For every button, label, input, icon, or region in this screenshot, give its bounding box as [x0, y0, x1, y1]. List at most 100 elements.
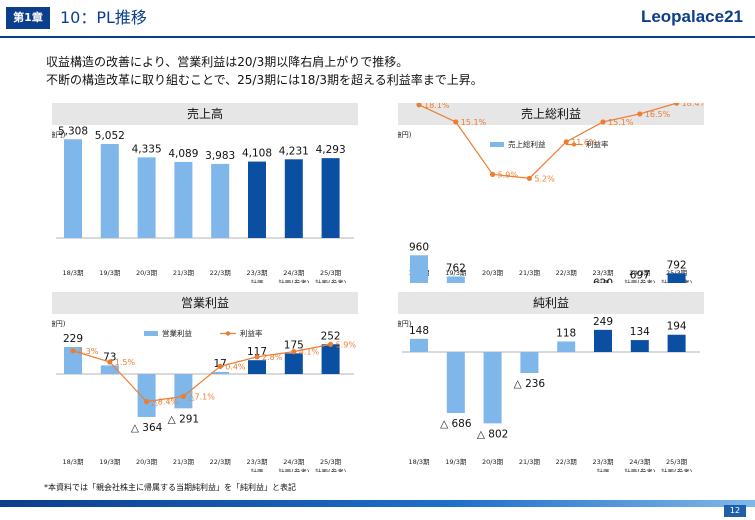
rate-point: [563, 139, 569, 145]
rate-label: 1.5%: [115, 358, 136, 367]
bar-value-label: 249: [593, 316, 613, 328]
rate-point: [526, 175, 532, 181]
legend-bar-swatch: [144, 331, 158, 336]
bar: [100, 144, 119, 238]
bar-value-label: 792: [667, 259, 687, 271]
bar: [594, 329, 612, 352]
tick-label: 計画: [251, 467, 264, 472]
bar-value-label: 5,052: [95, 130, 125, 142]
tick-label: 計画: [597, 278, 610, 283]
bar-value-label: △ 236: [514, 378, 546, 390]
header-divider: [0, 36, 755, 38]
bar-value-label: 134: [630, 326, 650, 338]
footer-bar: [0, 500, 755, 507]
bar: [174, 161, 193, 238]
header: 第1章 10：PL推移 Leopalace21: [0, 0, 755, 40]
rate-label: 18.4%: [682, 103, 704, 108]
rate-label: 0.4%: [225, 362, 246, 371]
bar-value-label: 960: [409, 241, 429, 253]
rate-point: [180, 393, 186, 399]
bar-value-label: △ 364: [131, 422, 163, 434]
operating-profit-chart-panel: 営業利益 (億円) 18/3期 19/3期 20/3期 21/3期 22/3期 23/3期計…: [52, 292, 358, 472]
rate-point: [70, 348, 76, 354]
bar: [174, 374, 193, 409]
bar-value-label: 229: [63, 333, 83, 345]
bar: [446, 276, 465, 283]
rate-label: 5.2%: [534, 174, 555, 183]
rate-label: △8.4%: [152, 398, 179, 407]
rate-point: [254, 354, 260, 360]
legend-label: 売上総利益: [508, 139, 546, 149]
unit-label: (億円): [52, 130, 66, 139]
tick-label: 18/3期: [408, 458, 430, 466]
bar-value-label: 5,308: [58, 125, 88, 137]
bar: [667, 334, 686, 352]
bar-value-label: 4,293: [316, 144, 346, 156]
unit-label: (億円): [398, 319, 412, 328]
tick-label: 計画(参考): [661, 467, 692, 472]
bar-value-label: 4,231: [279, 145, 309, 157]
tick-label: 19/3期: [99, 458, 121, 466]
bar-value-label: 4,089: [168, 148, 198, 160]
tick-label: 22/3期: [210, 269, 232, 277]
tick-label: 23/3期: [592, 458, 614, 466]
rate-line: [72, 343, 331, 403]
tick-label: 24/3期: [629, 458, 651, 466]
legend-line-marker: [571, 142, 577, 147]
tick-label: 計画(参考): [278, 278, 309, 283]
chapter-badge: 第1章: [6, 7, 50, 29]
tick-label: 23/3期: [246, 269, 268, 277]
rate-point: [416, 103, 422, 108]
bar-value-label: 4,335: [132, 143, 162, 155]
tick-label: 21/3期: [519, 269, 541, 277]
rate-point: [637, 111, 643, 117]
page-number: 12: [724, 505, 746, 517]
unit-label: (億円): [398, 130, 412, 139]
tick-label: 25/3期: [320, 458, 342, 466]
tick-label: 計画(参考): [315, 278, 346, 283]
chart-title: 売上総利益: [398, 103, 704, 125]
bar: [64, 139, 82, 238]
chart-title: 売上高: [52, 103, 358, 125]
tick-label: 21/3期: [173, 269, 195, 277]
bar: [483, 352, 502, 424]
tick-label: 21/3期: [519, 458, 541, 466]
tick-label: 24/3期: [283, 458, 305, 466]
gross-profit-chart: (億円)18/3期19/3期20/3期21/3期22/3期23/3期計画24/3…: [398, 103, 704, 283]
tick-label: 18/3期: [62, 269, 84, 277]
tick-label: 22/3期: [210, 458, 232, 466]
tick-label: 計画(参考): [315, 467, 346, 472]
tick-label: 25/3期: [666, 269, 688, 277]
page-title: 10：PL推移: [60, 8, 147, 27]
bar: [284, 353, 303, 374]
tick-label: 22/3期: [556, 269, 578, 277]
rate-point: [107, 359, 113, 365]
description: 収益構造の改善により、営業利益は20/3期以降右肩上がりで推移。 不断の構造改革…: [46, 53, 483, 89]
chart-title: 営業利益: [52, 292, 358, 314]
company-logo: Leopalace21: [640, 7, 743, 26]
gross-profit-chart-panel: 売上総利益 (億円)18/3期19/3期20/3期21/3期22/3期23/3期…: [398, 103, 704, 283]
bar: [284, 159, 303, 238]
bar-value-label: 762: [446, 262, 466, 274]
bar-value-label: 118: [556, 327, 576, 339]
legend-label: 利益率: [240, 328, 263, 338]
bar: [64, 346, 82, 374]
rate-point: [328, 341, 334, 347]
bar: [630, 340, 649, 352]
bar-value-label: △ 686: [440, 418, 472, 430]
tick-label: 計画: [251, 278, 264, 283]
rate-line: [418, 103, 677, 179]
bar: [321, 344, 340, 374]
tick-label: 22/3期: [556, 458, 578, 466]
bar: [137, 157, 156, 238]
tick-label: 19/3期: [445, 269, 467, 277]
bar: [410, 338, 428, 352]
unit-label: (億円): [52, 319, 66, 328]
description-line-1: 収益構造の改善により、営業利益は20/3期以降右肩上がりで推移。: [46, 55, 409, 69]
description-line-2: 不断の構造改革に取り組むことで、25/3期には18/3期を超える利益率まで上昇。: [46, 73, 483, 87]
bar: [410, 255, 428, 283]
legend-label: 利益率: [586, 139, 609, 149]
bar-value-label: 697: [630, 269, 650, 281]
